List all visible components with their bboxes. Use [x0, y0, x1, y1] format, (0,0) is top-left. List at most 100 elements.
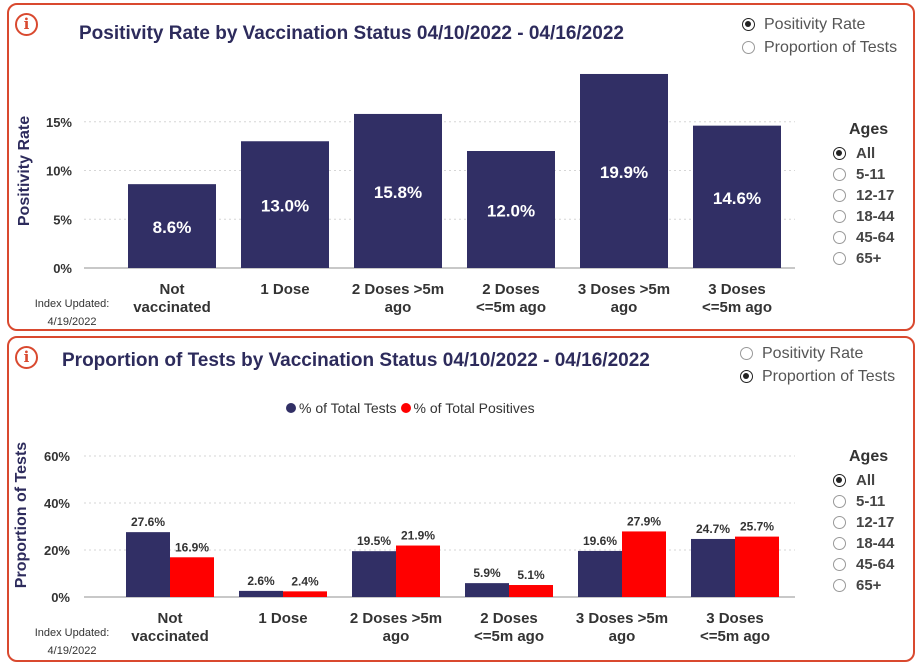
- x-category-label: 3 Doses >5m: [576, 610, 668, 627]
- bar-total-tests: [126, 532, 170, 597]
- x-category-label: <=5m ago: [476, 299, 546, 316]
- bar: [467, 151, 555, 268]
- age-option-18-44[interactable]: 18-44: [833, 206, 894, 227]
- y-tick-label: 0%: [51, 590, 70, 605]
- bar-total-positives: [509, 585, 553, 597]
- x-category-label: vaccinated: [131, 628, 209, 645]
- radio-selected-icon: [742, 18, 755, 31]
- radio-empty-icon: [833, 516, 846, 529]
- bar-value-label: 27.9%: [627, 514, 661, 528]
- bar-total-positives: [735, 536, 779, 597]
- bar-total-tests: [239, 590, 283, 597]
- toggle-proportion-of-tests[interactable]: Proportion of Tests: [742, 36, 897, 59]
- age-option-45-64[interactable]: 45-64: [833, 554, 894, 575]
- radio-selected-icon: [833, 474, 846, 487]
- y-tick-label: 20%: [44, 543, 70, 558]
- bar: [580, 73, 668, 268]
- x-category-label: 2 Doses >5m: [352, 281, 444, 298]
- panel2-chart-toggle: Positivity Rate Proportion of Tests: [740, 342, 895, 388]
- x-category-label: Not: [160, 281, 185, 298]
- y-tick-label: 5%: [53, 212, 72, 227]
- proportion-of-tests-panel: i Proportion of Tests by Vaccination Sta…: [7, 336, 915, 662]
- age-option-5-11[interactable]: 5-11: [833, 491, 894, 512]
- x-category-label: ago: [611, 299, 638, 316]
- bar-value-label: 16.9%: [175, 540, 209, 554]
- legend-positives-label: % of Total Positives: [413, 400, 535, 416]
- age-option-65-plus[interactable]: 65+: [833, 575, 894, 596]
- x-category-label: 2 Doses >5m: [350, 610, 442, 627]
- bar-value-label: 13.0%: [261, 197, 309, 216]
- bar-value-label: 21.9%: [401, 529, 435, 543]
- legend-tests-marker: [286, 403, 296, 413]
- age-option-45-64[interactable]: 45-64: [833, 227, 894, 248]
- bar-total-tests: [352, 551, 396, 597]
- x-category-label: ago: [609, 628, 636, 645]
- radio-selected-icon: [833, 147, 846, 160]
- bar-total-positives: [622, 531, 666, 597]
- y-axis-label: Positivity Rate: [16, 116, 33, 226]
- x-category-label: 2 Doses: [482, 281, 540, 298]
- toggle-positivity-rate[interactable]: Positivity Rate: [740, 342, 895, 365]
- x-category-label: 2 Doses: [480, 610, 538, 627]
- bar-total-positives: [170, 557, 214, 597]
- panel1-chart-toggle: Positivity Rate Proportion of Tests: [742, 13, 897, 59]
- x-category-label: 3 Doses >5m: [578, 281, 670, 298]
- y-tick-label: 0%: [53, 261, 72, 276]
- y-tick-label: 10%: [46, 164, 72, 179]
- x-category-label: vaccinated: [133, 299, 211, 316]
- bar-value-label: 2.4%: [291, 574, 319, 588]
- index-updated: Index Updated: 4/19/2022: [34, 627, 110, 657]
- bar: [354, 113, 442, 268]
- y-axis-label: Proportion of Tests: [13, 442, 30, 588]
- bar-value-label: 19.9%: [600, 163, 648, 182]
- x-category-label: 3 Doses: [708, 281, 766, 298]
- radio-empty-icon: [833, 231, 846, 244]
- age-option-all[interactable]: All: [833, 470, 894, 491]
- y-tick-label: 40%: [44, 496, 70, 511]
- toggle-positivity-rate[interactable]: Positivity Rate: [742, 13, 897, 36]
- bar-value-label: 24.7%: [696, 522, 730, 536]
- x-category-label: ago: [383, 628, 410, 645]
- age-option-all[interactable]: All: [833, 143, 894, 164]
- toggle-proportion-of-tests[interactable]: Proportion of Tests: [740, 365, 895, 388]
- legend-positives-marker: [400, 403, 411, 413]
- bar-value-label: 5.9%: [473, 566, 501, 580]
- radio-empty-icon: [833, 558, 846, 571]
- bar: [241, 141, 329, 268]
- radio-empty-icon: [833, 189, 846, 202]
- bar-value-label: 5.1%: [517, 568, 545, 582]
- panel2-title: Proportion of Tests by Vaccination Statu…: [62, 350, 650, 371]
- age-option-5-11[interactable]: 5-11: [833, 164, 894, 185]
- info-icon[interactable]: i: [15, 346, 38, 369]
- y-tick-label: 60%: [44, 449, 70, 464]
- x-category-label: 1 Dose: [260, 281, 309, 298]
- ages-header: Ages: [849, 448, 889, 465]
- bar-value-label: 2.6%: [247, 574, 275, 588]
- info-icon[interactable]: i: [15, 13, 38, 36]
- chart-legend: % of Total Tests % of Total Positives: [286, 400, 535, 416]
- panel2-ages-filter: Ages All 5-11 12-17 18-44 45-64 65+: [833, 448, 894, 596]
- age-option-12-17[interactable]: 12-17: [833, 185, 894, 206]
- radio-empty-icon: [833, 537, 846, 550]
- index-updated: Index Updated: 4/19/2022: [34, 298, 110, 328]
- age-option-65-plus[interactable]: 65+: [833, 248, 894, 269]
- x-category-label: <=5m ago: [474, 628, 544, 645]
- radio-empty-icon: [740, 347, 753, 360]
- age-option-18-44[interactable]: 18-44: [833, 533, 894, 554]
- x-category-label: 1 Dose: [258, 610, 307, 627]
- bar-value-label: 12.0%: [487, 202, 535, 221]
- x-category-label: <=5m ago: [700, 628, 770, 645]
- age-option-12-17[interactable]: 12-17: [833, 512, 894, 533]
- panel1-ages-filter: Ages All 5-11 12-17 18-44 45-64 65+: [833, 121, 894, 269]
- bar-value-label: 25.7%: [740, 520, 774, 534]
- bar: [128, 184, 216, 268]
- bar-value-label: 19.5%: [357, 534, 391, 548]
- radio-empty-icon: [742, 41, 755, 54]
- x-category-label: <=5m ago: [702, 299, 772, 316]
- radio-empty-icon: [833, 252, 846, 265]
- x-category-label: Not: [158, 610, 183, 627]
- x-category-label: 3 Doses: [706, 610, 764, 627]
- bar: [693, 125, 781, 269]
- panel1-title: Positivity Rate by Vaccination Status 04…: [79, 23, 624, 44]
